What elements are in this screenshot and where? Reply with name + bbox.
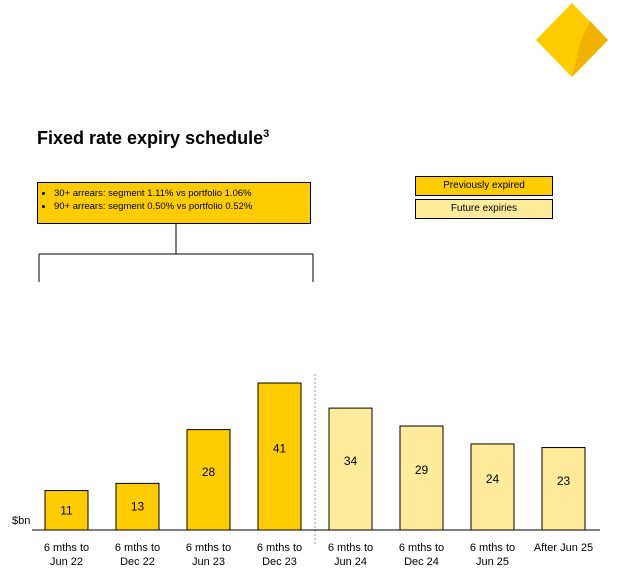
x-tick-label: 6 mths to	[328, 542, 373, 554]
bar-value-label: 11	[60, 503, 73, 517]
bar	[470, 443, 515, 531]
callout-item: 90+ arrears: segment 0.50% vs portfolio …	[54, 200, 304, 213]
x-tick-label: 6 mths to	[44, 542, 89, 554]
x-tick-label: Jun 22	[50, 556, 83, 568]
bar	[115, 482, 160, 531]
legend-previously-expired: Previously expired	[415, 176, 553, 196]
bar	[328, 407, 373, 531]
x-tick-label: Jun 24	[334, 556, 367, 568]
title-footnote: 3	[263, 128, 270, 140]
bar-value-label: 13	[131, 500, 145, 514]
arrears-callout: 30+ arrears: segment 1.11% vs portfolio …	[37, 182, 311, 224]
x-tick-label: Dec 24	[404, 556, 439, 568]
bar	[399, 425, 444, 531]
logo-facet	[572, 21, 608, 77]
bar	[186, 429, 231, 531]
x-tick-label: Jun 23	[192, 556, 225, 568]
x-tick-label: 6 mths to	[399, 542, 444, 554]
page-title: Fixed rate expiry schedule3	[37, 128, 270, 148]
bar-value-label: 34	[344, 454, 358, 468]
bar-value-label: 23	[557, 474, 571, 488]
x-tick-label: Dec 22	[120, 556, 155, 568]
bar-value-label: 29	[415, 463, 429, 477]
bar	[541, 447, 586, 531]
x-tick-label: 6 mths to	[115, 542, 160, 554]
x-tick-label: Jun 25	[476, 556, 509, 568]
legend-future-expiries: Future expiries	[415, 199, 553, 219]
x-tick-label: Dec 23	[262, 556, 297, 568]
bar	[44, 490, 89, 531]
bar-value-label: 24	[486, 472, 500, 486]
x-tick-label: 6 mths to	[186, 542, 231, 554]
x-tick-label: After Jun 25	[534, 542, 593, 554]
callout-item: 30+ arrears: segment 1.11% vs portfolio …	[54, 187, 304, 200]
x-tick-label: 6 mths to	[257, 542, 302, 554]
x-tick-label: 6 mths to	[470, 542, 515, 554]
bar	[257, 382, 302, 531]
y-axis-label: $bn	[12, 515, 30, 527]
brand-logo	[536, 3, 608, 77]
bar-value-label: 41	[273, 442, 287, 456]
bar-value-label: 28	[202, 465, 216, 479]
legend: Previously expired Future expiries	[415, 176, 553, 219]
